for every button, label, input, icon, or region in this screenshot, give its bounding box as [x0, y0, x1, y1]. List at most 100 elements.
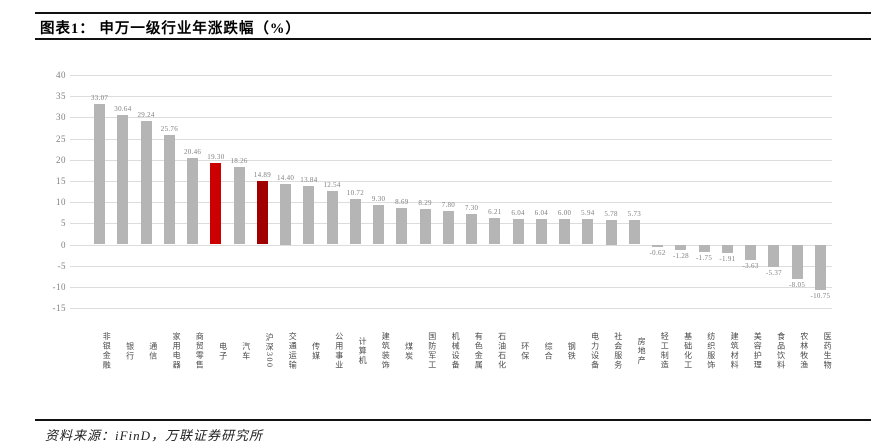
bar — [605, 220, 617, 245]
bar-chart: 40 35 30 25 20 15 10 5 0 -5 -10 -15 33.07 30.64 29.24 2… — [0, 60, 888, 390]
gridline — [70, 202, 832, 204]
bar-value-label: 7.80 — [441, 201, 456, 210]
bar — [489, 218, 501, 245]
bar-value-label: -1.91 — [719, 254, 736, 263]
y-tick-label: 15 — [56, 175, 66, 186]
bar-value-label: -1.28 — [672, 251, 689, 260]
category-label: 医药生物 — [823, 332, 833, 370]
bar — [768, 244, 780, 268]
bar-value-label: 5.94 — [581, 209, 595, 218]
bar-value-label: 19.30 — [207, 152, 225, 161]
source-note: 资料来源：iFinD，万联证券研究所 — [45, 428, 264, 443]
bar — [419, 209, 431, 245]
gridline — [70, 308, 832, 309]
bar — [117, 114, 129, 245]
category-label: 农林牧渔 — [799, 332, 809, 370]
gridline — [70, 75, 832, 76]
category-label: 建筑装饰 — [381, 332, 391, 370]
category-label: 沪深300 — [265, 333, 275, 369]
title-bottom-rule — [35, 38, 871, 40]
bar — [466, 213, 478, 245]
bar-value-label: 18.26 — [230, 157, 248, 166]
bar-value-label: 25.76 — [160, 125, 179, 134]
category-label: 轻工制造 — [660, 332, 670, 370]
category-label: 钢铁 — [567, 341, 577, 361]
bar — [163, 135, 175, 245]
gridline — [70, 286, 832, 288]
y-tick-label: 20 — [56, 154, 66, 165]
bar — [303, 185, 315, 245]
category-label: 商贸零售 — [195, 332, 205, 370]
bar-value-label: 6.04 — [511, 208, 525, 217]
category-label: 银行 — [125, 341, 135, 361]
bar-value-label: 8.29 — [418, 199, 432, 208]
gridline — [70, 117, 832, 119]
gridline — [70, 265, 832, 267]
bar — [326, 191, 338, 245]
bar-value-label: -5.37 — [765, 269, 782, 278]
gridline — [70, 180, 832, 182]
bar — [582, 219, 594, 245]
plot-area: 40 35 30 25 20 15 10 5 0 -5 -10 -15 33.07 30.64 29.24 2… — [53, 70, 832, 313]
bar-value-label: 5.78 — [604, 210, 618, 218]
bar — [791, 244, 803, 279]
footer-rule — [35, 419, 871, 421]
gridline — [70, 96, 832, 98]
bar — [698, 244, 710, 252]
category-label: 电子 — [218, 341, 228, 361]
category-label: 美容护理 — [753, 332, 763, 370]
bar — [675, 244, 687, 250]
gridline — [70, 244, 832, 246]
category-label: 国防军工 — [427, 332, 437, 370]
bar-value-label: 12.54 — [323, 181, 341, 190]
bar — [94, 104, 106, 245]
bar-value-label: 5.73 — [627, 210, 642, 219]
category-label: 家用电器 — [172, 332, 182, 370]
y-tick-label: 35 — [56, 91, 66, 102]
bar — [256, 181, 268, 245]
bar-value-label: 6.00 — [557, 209, 572, 217]
category-label: 电力设备 — [590, 332, 600, 370]
bar-value-label: 7.30 — [464, 203, 479, 212]
bar-value-label: -0.62 — [649, 249, 666, 258]
y-tick-label: 0 — [61, 239, 66, 250]
bar-value-label: -1.75 — [696, 253, 713, 262]
y-tick-label: 25 — [56, 133, 66, 144]
category-label: 机械设备 — [451, 332, 461, 370]
bar — [187, 157, 199, 245]
bar-value-label: 10.72 — [346, 189, 365, 197]
bar-value-label: 14.89 — [253, 171, 272, 180]
category-label: 基础化工 — [683, 332, 693, 370]
category-label: 社会服务 — [613, 332, 623, 370]
category-label: 石油石化 — [497, 332, 507, 370]
bar — [233, 167, 245, 245]
bar-value-label: 8.69 — [395, 197, 409, 206]
bar — [280, 183, 292, 245]
bar-value-label: 13.84 — [300, 175, 318, 184]
bar-value-label: 30.64 — [114, 104, 132, 113]
figure-title: 图表1： 申万一级行业年涨跌幅（%） — [40, 21, 301, 37]
bar-value-label: -10.75 — [810, 292, 831, 300]
category-label: 汽车 — [241, 341, 251, 361]
category-label: 房地产 — [637, 336, 647, 366]
category-label: 传媒 — [311, 341, 321, 361]
y-tick-label: 10 — [56, 197, 66, 208]
category-label: 综合 — [544, 341, 554, 361]
y-tick-label: -5 — [57, 260, 66, 271]
bar — [373, 205, 385, 245]
bar — [349, 199, 361, 245]
bar — [559, 219, 571, 245]
y-tick-label: -15 — [52, 303, 66, 313]
bar-value-label: -3.63 — [742, 261, 759, 270]
top-rule — [35, 12, 871, 14]
y-tick-label: -10 — [52, 281, 66, 292]
bar — [721, 244, 733, 253]
y-tick-label: 40 — [56, 70, 66, 80]
bar — [210, 162, 222, 245]
gridline — [70, 159, 832, 161]
bar-value-label: 20.46 — [183, 147, 202, 156]
y-tick-label: 5 — [61, 218, 66, 229]
bar-value-label: -8.05 — [789, 280, 806, 289]
bar — [745, 244, 757, 260]
category-label: 计算机 — [358, 336, 368, 366]
